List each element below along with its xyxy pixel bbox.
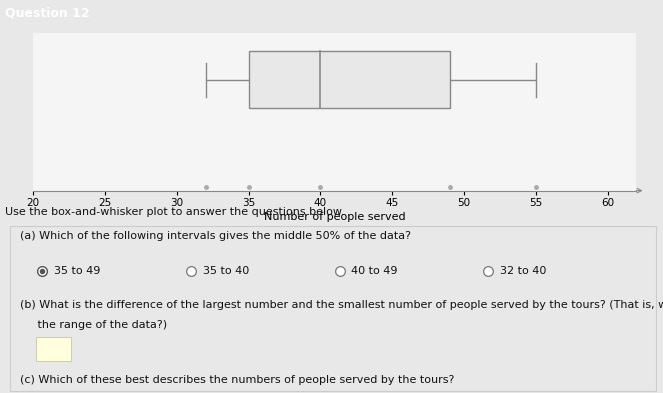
Text: 23: 23: [46, 342, 62, 355]
FancyBboxPatch shape: [36, 336, 72, 361]
Bar: [249, 51, 450, 108]
Text: the range of the data?): the range of the data?): [20, 320, 167, 330]
Text: Use the box-and-whisker plot to answer the questions below.: Use the box-and-whisker plot to answer t…: [5, 207, 345, 217]
Text: Question 12: Question 12: [5, 6, 90, 19]
X-axis label: Number of people served: Number of people served: [264, 212, 406, 222]
Text: 32 to 40: 32 to 40: [500, 266, 546, 275]
Text: 35 to 49: 35 to 49: [54, 266, 100, 275]
Text: 40 to 49: 40 to 49: [351, 266, 398, 275]
Text: (a) Which of the following intervals gives the middle 50% of the data?: (a) Which of the following intervals giv…: [20, 231, 410, 241]
Text: (c) Which of these best describes the numbers of people served by the tours?: (c) Which of these best describes the nu…: [20, 375, 454, 384]
Text: (b) What is the difference of the largest number and the smallest number of peop: (b) What is the difference of the larges…: [20, 300, 663, 310]
Text: 35 to 40: 35 to 40: [203, 266, 249, 275]
